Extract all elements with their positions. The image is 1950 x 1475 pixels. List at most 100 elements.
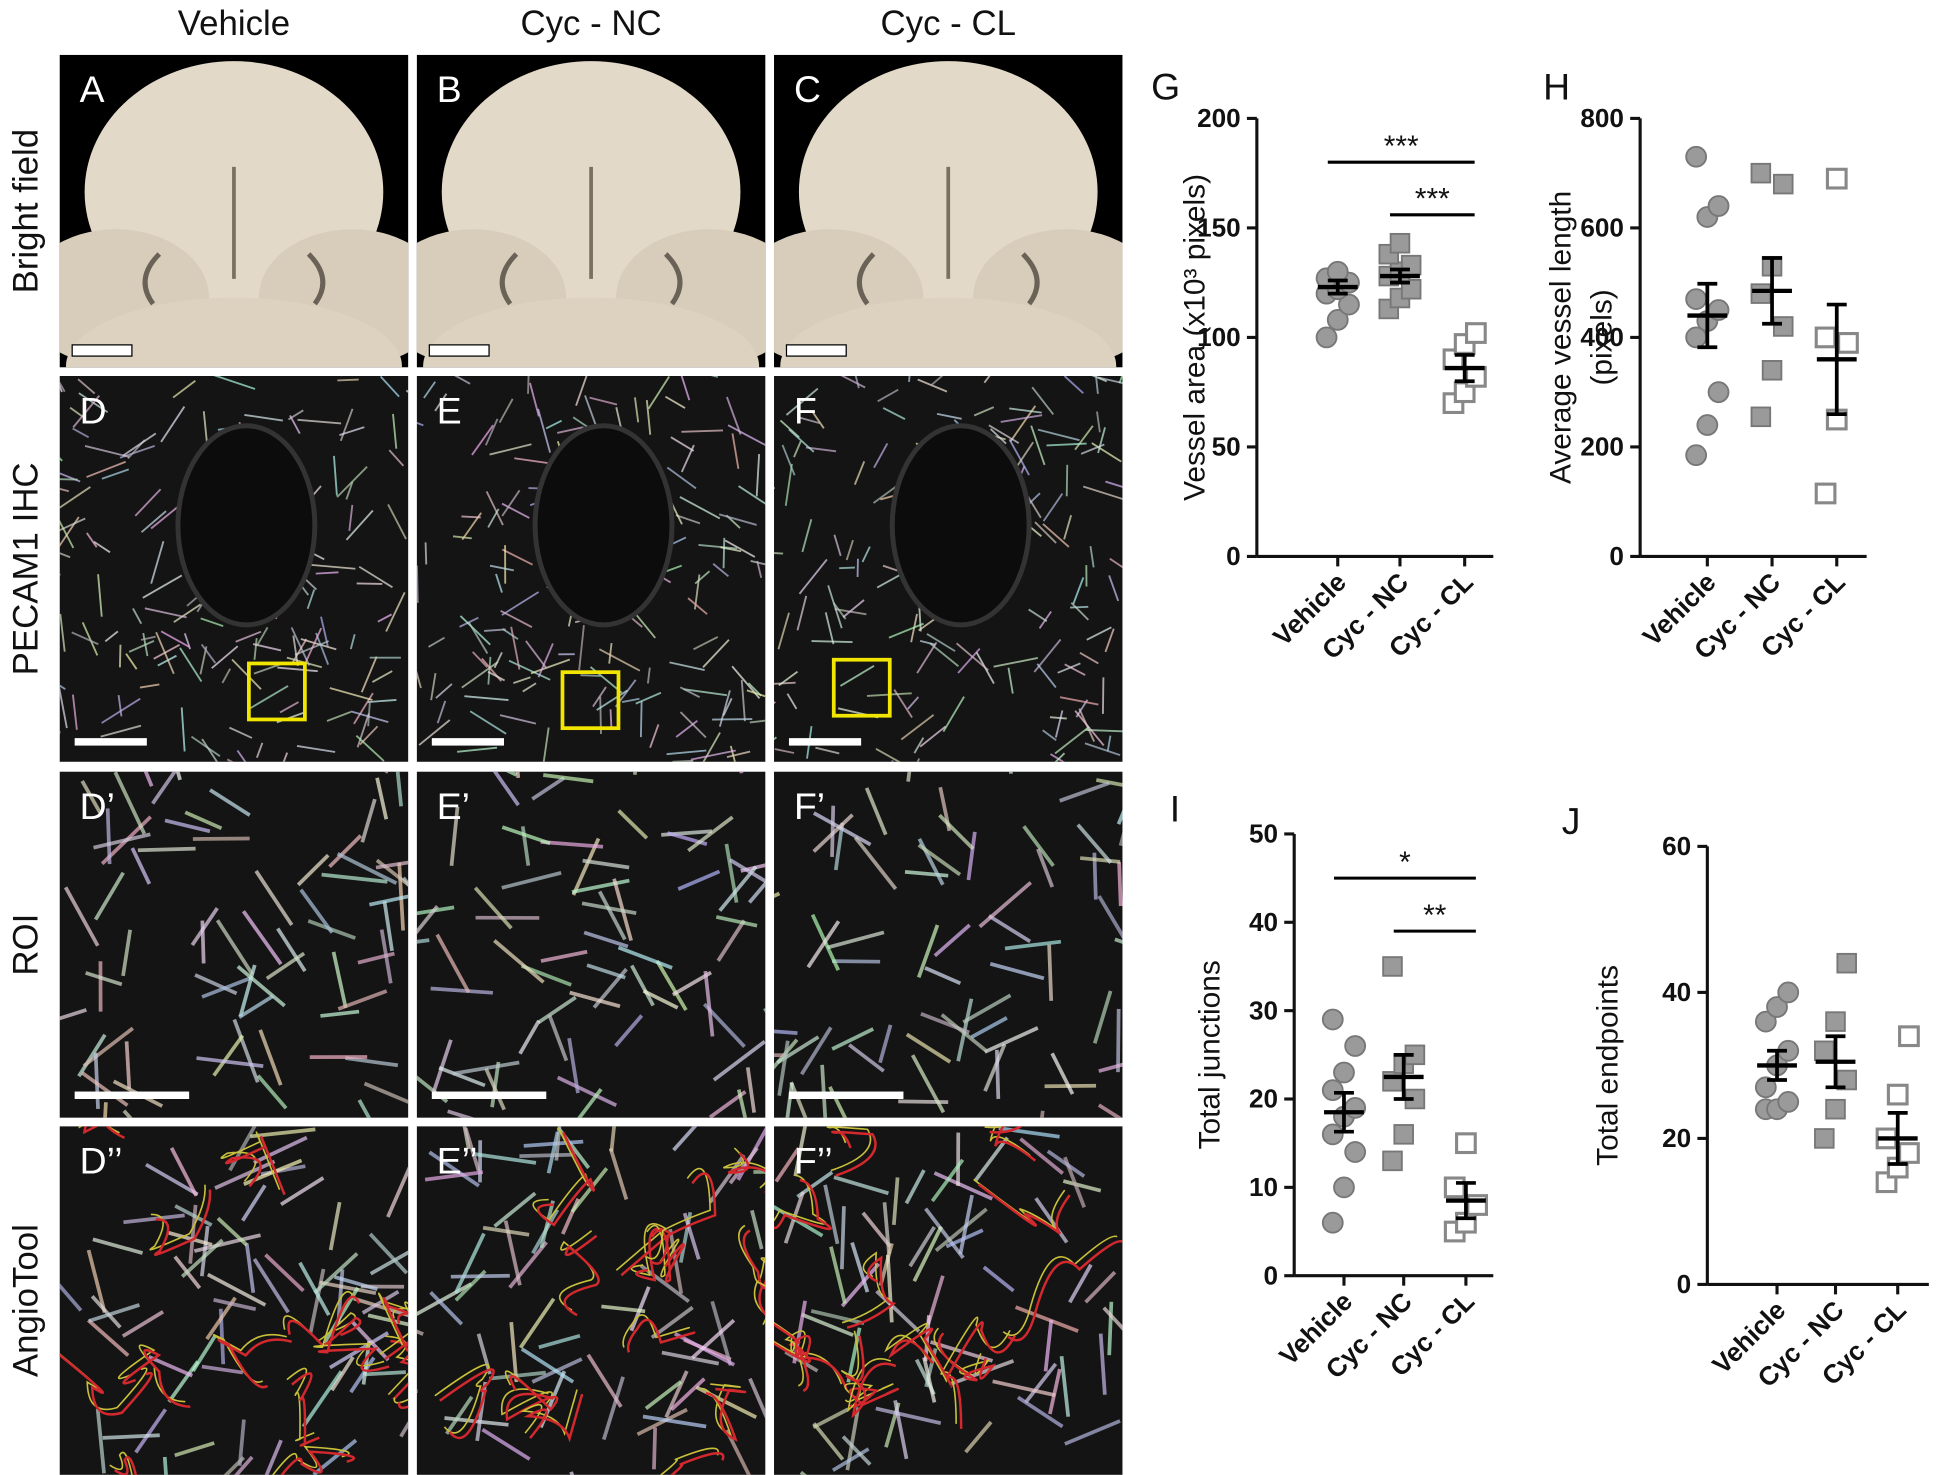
vessel-texture <box>452 535 472 540</box>
vessel-texture <box>463 1127 481 1172</box>
vessel-texture <box>910 1054 946 1114</box>
panel-label: F’’ <box>794 1140 833 1182</box>
data-point <box>1696 414 1719 436</box>
outline <box>622 1314 690 1348</box>
y-tick-label: 10 <box>1249 1172 1278 1202</box>
vessel-texture <box>522 682 537 693</box>
vessel-texture <box>712 563 730 578</box>
outline <box>1002 1235 1118 1337</box>
vessel-texture <box>878 1024 893 1064</box>
vessel-texture <box>124 1041 132 1089</box>
vessel-texture <box>1042 523 1070 548</box>
micrograph: D <box>59 375 409 762</box>
vessel-texture <box>824 612 835 645</box>
vessel-texture <box>424 1170 484 1182</box>
vessel-texture <box>484 418 499 446</box>
vessel-texture <box>450 1273 510 1279</box>
vessel-texture <box>134 488 162 517</box>
vessel-texture <box>179 647 203 683</box>
vessel-texture <box>966 831 977 881</box>
vessel-texture <box>570 1167 609 1214</box>
data-point <box>1344 1035 1367 1057</box>
vessel-texture <box>59 1008 87 1021</box>
data-point <box>1837 332 1859 354</box>
skeleton <box>505 1374 559 1422</box>
vessel-texture <box>1074 425 1094 451</box>
vessel-texture <box>371 670 393 683</box>
vessel-texture <box>567 1037 580 1094</box>
vessel-texture <box>1117 861 1123 907</box>
vessel-texture <box>1016 1395 1064 1429</box>
skeleton <box>1007 1239 1123 1342</box>
vessel-texture <box>540 839 604 849</box>
vessel-texture <box>356 713 370 748</box>
column-header: Cyc - CL <box>881 4 1016 43</box>
vessel-texture <box>363 1081 409 1104</box>
vessel-texture <box>774 681 796 685</box>
vessel-texture <box>63 886 100 947</box>
vessel-texture <box>523 1139 584 1148</box>
vessel-texture <box>213 375 256 390</box>
vessel-texture <box>153 644 180 660</box>
vessel-texture <box>201 976 251 999</box>
vessel-texture <box>1074 710 1105 747</box>
vessel-texture <box>845 539 854 561</box>
vessel-texture <box>144 607 187 619</box>
vessel-texture <box>720 546 742 553</box>
vessel-texture <box>695 1385 758 1419</box>
vessel-texture <box>345 509 374 541</box>
vessel-texture <box>1008 438 1030 476</box>
vessel-texture <box>279 701 299 714</box>
vessel-texture <box>1007 667 1014 694</box>
vessel-texture <box>917 843 962 877</box>
vessel-texture <box>93 1052 100 1109</box>
vessel-texture <box>793 1126 807 1177</box>
skeleton <box>217 1338 293 1389</box>
vessel-texture <box>812 1407 850 1430</box>
vessel-texture <box>537 408 552 453</box>
vessel-texture <box>726 396 742 435</box>
data-point <box>1898 1142 1920 1164</box>
vessel-texture <box>487 508 500 528</box>
vessel-texture <box>1027 496 1042 519</box>
vessel-texture <box>103 1102 108 1118</box>
skeleton <box>727 1152 766 1194</box>
vessel-texture <box>679 686 701 699</box>
vessel-texture <box>487 656 492 685</box>
vessel-texture <box>1043 1319 1054 1372</box>
vessel-texture <box>1097 895 1123 940</box>
vessel-texture <box>864 787 888 836</box>
vessel-texture <box>531 776 566 801</box>
vessel-texture <box>647 376 670 410</box>
vessel-texture <box>200 617 224 627</box>
vessel-texture <box>661 1350 720 1366</box>
vessel-texture <box>280 1176 325 1207</box>
vessel-texture <box>432 1039 453 1093</box>
y-axis-label: Total junctions <box>1194 960 1227 1149</box>
vessel-texture <box>59 381 66 393</box>
vessel-texture <box>326 711 352 722</box>
vessel-texture <box>350 710 389 724</box>
vessel-texture <box>540 949 588 963</box>
vessel-texture <box>1070 605 1089 609</box>
vessel-texture <box>490 1061 501 1108</box>
vessel-texture <box>1118 375 1123 384</box>
data-point <box>1754 1076 1777 1099</box>
vessel-texture <box>1046 442 1087 447</box>
data-point <box>1750 162 1772 184</box>
scale-bar <box>428 344 490 357</box>
vessel-texture <box>545 419 563 430</box>
skeleton <box>888 1327 953 1388</box>
vessel-texture <box>597 890 627 941</box>
eye <box>306 252 326 306</box>
vessel-texture <box>698 543 738 550</box>
vessel-texture <box>1116 809 1123 825</box>
vessel-texture <box>360 656 378 693</box>
vessel-texture <box>85 971 123 987</box>
vessel-texture <box>724 539 756 558</box>
vessel-texture <box>201 738 219 762</box>
vessel-texture <box>513 676 531 685</box>
vessel-texture <box>1065 464 1069 497</box>
vessel-texture <box>785 1082 794 1118</box>
vessel-texture <box>337 378 359 382</box>
